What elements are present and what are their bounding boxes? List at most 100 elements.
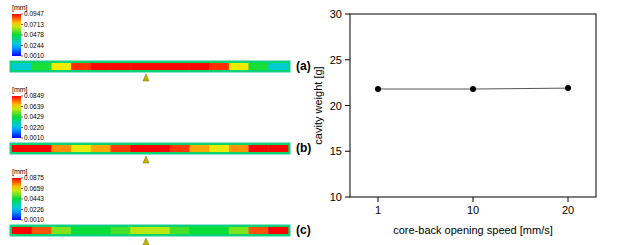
contour-cell <box>150 145 170 152</box>
gate-arrow <box>143 74 149 81</box>
y-tick <box>345 59 350 60</box>
y-tick <box>345 105 350 106</box>
colorbar-label: 0.0010 <box>24 134 44 141</box>
colorbar-tick <box>21 138 23 139</box>
colorbar-label: 0.0429 <box>24 113 44 120</box>
contour-cell <box>209 145 229 152</box>
contour-cell <box>91 63 111 70</box>
contour-cell <box>111 227 131 234</box>
colorbar-label: 0.0226 <box>24 206 44 213</box>
contour-cell <box>268 63 288 70</box>
contour-cell <box>71 145 91 152</box>
x-tick-label: 20 <box>562 204 574 216</box>
y-tick <box>345 14 350 15</box>
colorbar-tick <box>21 56 23 57</box>
gate-arrow <box>143 238 149 245</box>
colorbar-tick <box>21 127 23 128</box>
contour-cell <box>209 63 229 70</box>
colorbar-label: 0.0875 <box>24 174 44 181</box>
x-tick-label: 1 <box>375 204 381 216</box>
x-axis-label: core-back opening speed [mm/s] <box>393 224 553 236</box>
chart: 10 15 20 25 30 1 10 20 cavity weight [g] core-bac… <box>312 8 596 236</box>
y-tick-label: 20 <box>330 100 342 112</box>
contour-cell <box>91 227 111 234</box>
y-axis-label: cavity weight [g] <box>312 66 324 144</box>
colorbar-label: 0.0947 <box>24 10 44 17</box>
strip-border <box>10 61 290 72</box>
colorbar-label: 0.0443 <box>24 195 44 202</box>
colorbar <box>12 96 21 138</box>
contour-panel: [mm]0.08750.06590.04430.02260.0010(c) <box>10 168 311 245</box>
y-tick-label: 25 <box>330 54 342 66</box>
contour-cell <box>189 227 209 234</box>
contour-cell <box>130 227 150 234</box>
colorbar-tick <box>21 117 23 118</box>
strip-border <box>10 143 290 154</box>
y-tick-label: 30 <box>330 8 342 20</box>
colorbar-tick <box>21 178 23 179</box>
contour-cell <box>268 145 288 152</box>
contour-cell <box>209 227 229 234</box>
contour-cell <box>229 63 249 70</box>
y-tick-label: 10 <box>330 191 342 203</box>
x-tick <box>473 197 474 202</box>
colorbar-label: 0.0220 <box>24 124 44 131</box>
colorbar-label: 0.0639 <box>24 103 44 110</box>
contour-cell <box>12 63 32 70</box>
strip-border <box>10 225 290 236</box>
y-tick-label: 15 <box>330 145 342 157</box>
panel-label: (b) <box>296 141 311 155</box>
colorbar-tick <box>21 188 23 189</box>
data-point <box>375 86 381 92</box>
colorbar-tick <box>21 209 23 210</box>
y-tick <box>345 151 350 152</box>
colorbar-label: 0.0244 <box>24 42 44 49</box>
contour-cell <box>12 145 32 152</box>
colorbar-tick <box>21 45 23 46</box>
panel-label: (a) <box>296 59 311 73</box>
contour-cell <box>71 227 91 234</box>
panel-label: (c) <box>296 223 311 237</box>
contour-cell <box>170 63 190 70</box>
contour-cell <box>229 227 249 234</box>
data-group <box>375 85 571 92</box>
colorbar-label: 0.0713 <box>24 21 44 28</box>
colorbar-label: 0.0849 <box>24 92 44 99</box>
contour-cell <box>71 63 91 70</box>
contour-cell <box>32 63 52 70</box>
contour-panel: [mm]0.08490.06390.04290.02200.0010(b) <box>10 86 311 163</box>
colorbar-label: 0.0010 <box>24 216 44 223</box>
contour-panel: [mm]0.09470.07130.04780.02440.0010(a) <box>10 4 311 81</box>
contour-cell <box>189 63 209 70</box>
colorbar-label: 0.0659 <box>24 185 44 192</box>
data-point <box>470 86 476 92</box>
colorbar-tick <box>21 106 23 107</box>
y-tick <box>345 197 350 198</box>
contour-cell <box>170 227 190 234</box>
contour-cell <box>51 145 71 152</box>
colorbar-tick <box>21 198 23 199</box>
contour-cell <box>150 63 170 70</box>
contour-cell <box>51 227 71 234</box>
contour-cell <box>249 227 269 234</box>
colorbar <box>12 178 21 220</box>
colorbar <box>12 14 21 56</box>
plot-frame <box>350 14 596 197</box>
contour-cell <box>268 227 288 234</box>
contour-cell <box>170 145 190 152</box>
contour-cell <box>51 63 71 70</box>
x-tick-label: 10 <box>467 204 479 216</box>
colorbar-tick <box>21 35 23 36</box>
contour-cell <box>150 227 170 234</box>
figure: [mm]0.09470.07130.04780.02440.0010(a)[mm… <box>0 0 619 245</box>
contour-cell <box>229 145 249 152</box>
colorbar-tick <box>21 96 23 97</box>
colorbar-label: 0.0010 <box>24 52 44 59</box>
contour-cell <box>32 145 52 152</box>
contour-cell <box>249 145 269 152</box>
x-tick <box>378 197 379 202</box>
contour-cell <box>130 145 150 152</box>
x-tick <box>568 197 569 202</box>
contour-cell <box>111 63 131 70</box>
contour-cell <box>189 145 209 152</box>
